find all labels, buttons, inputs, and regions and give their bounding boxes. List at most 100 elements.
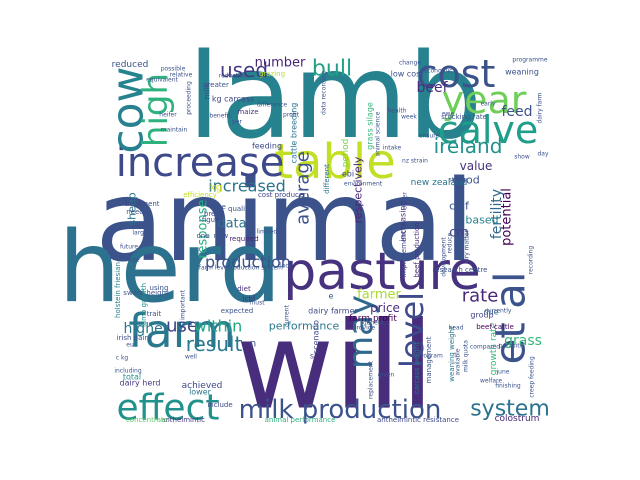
word: heifer [159, 112, 177, 119]
word: dry matter [464, 229, 471, 262]
word: e [329, 292, 334, 301]
word: system [470, 397, 550, 422]
word: year [442, 78, 527, 122]
word: et al [486, 271, 535, 364]
word: show [514, 154, 530, 161]
word: trait [147, 310, 162, 318]
word: using [150, 284, 169, 292]
word: production system [227, 265, 283, 272]
word: day [537, 151, 548, 158]
word: eu [126, 342, 134, 349]
word: limited [257, 229, 278, 236]
word: animal science [375, 111, 382, 156]
word: will [236, 298, 434, 437]
word: change [399, 60, 421, 67]
word: beef cattle [476, 323, 514, 331]
word: need [126, 208, 144, 216]
word: required [229, 235, 258, 243]
word: grazing [259, 70, 285, 78]
word: economic [424, 68, 453, 75]
word: difference [257, 102, 287, 109]
word: lamb growth [140, 283, 148, 327]
word: proceeding [186, 81, 193, 115]
word: anthelmintic resistance [377, 416, 459, 424]
word: figure [202, 216, 222, 224]
word: include [207, 401, 232, 409]
word: new [214, 232, 229, 240]
word: production [205, 253, 291, 272]
word: expected [221, 307, 253, 315]
word: large [132, 230, 148, 237]
word: age [128, 257, 139, 264]
word: weaning weight [448, 326, 456, 382]
word: possible [161, 66, 186, 73]
word: holstein friesian [114, 262, 122, 318]
word: feed [501, 104, 532, 120]
word: currently [485, 308, 512, 315]
word: data [217, 217, 246, 232]
word: stocking rate [441, 113, 487, 121]
word: different [323, 164, 331, 194]
word: performance [269, 320, 340, 333]
word: cow [103, 66, 154, 153]
word: higher [124, 321, 169, 337]
word: either [402, 192, 409, 210]
word: c kg [116, 355, 129, 362]
word: program [417, 353, 443, 360]
word: increasing [399, 200, 408, 241]
word: available [455, 348, 462, 375]
word: cattle breeding [290, 103, 299, 164]
word: creep feeding [529, 356, 536, 398]
word: reduce [447, 232, 454, 253]
word: treatment [124, 200, 159, 208]
word: cost [417, 52, 496, 96]
word: table [274, 134, 396, 190]
word: cm [449, 226, 469, 241]
word: lower [189, 388, 212, 397]
word: recording [528, 246, 535, 275]
word: parasite [499, 343, 524, 350]
word: price [370, 301, 400, 315]
word: ireland [434, 134, 503, 158]
word: used [220, 58, 268, 82]
word: kg [210, 183, 222, 194]
word: welfare [480, 378, 502, 385]
word: management [425, 336, 433, 383]
word: growth rate [489, 322, 499, 375]
word: relative [170, 72, 193, 79]
word: value [460, 159, 493, 173]
word: calf [449, 200, 470, 213]
word: well [185, 354, 197, 361]
word: diet [237, 285, 251, 293]
word: within [194, 317, 243, 336]
word: maize [237, 108, 258, 116]
word: s [310, 352, 314, 361]
word: farmer [357, 288, 401, 303]
word: farm level [199, 265, 230, 272]
word: effect [116, 388, 219, 429]
word: data recording [321, 71, 328, 115]
word: provide [353, 325, 376, 332]
word: farm profit [349, 314, 397, 324]
word: increase [116, 140, 285, 186]
word: new zealand [411, 178, 468, 188]
word: dairy farmer [308, 307, 358, 316]
word: greater [203, 81, 229, 89]
word: development [441, 237, 448, 277]
word: current [284, 305, 291, 327]
word: scenario [312, 320, 321, 354]
word: milk [203, 82, 212, 99]
word: reduced [112, 60, 149, 70]
word: ebi [342, 170, 354, 179]
word: colostrum [495, 414, 540, 424]
word: total [123, 373, 141, 382]
word: breed [204, 210, 224, 218]
word: maintain [161, 127, 188, 134]
word: sheep [126, 192, 139, 225]
word: lamb [188, 27, 483, 165]
word: level [393, 292, 431, 368]
word: fertility [489, 189, 505, 239]
word: intake [383, 145, 402, 152]
word: grass [504, 333, 542, 349]
